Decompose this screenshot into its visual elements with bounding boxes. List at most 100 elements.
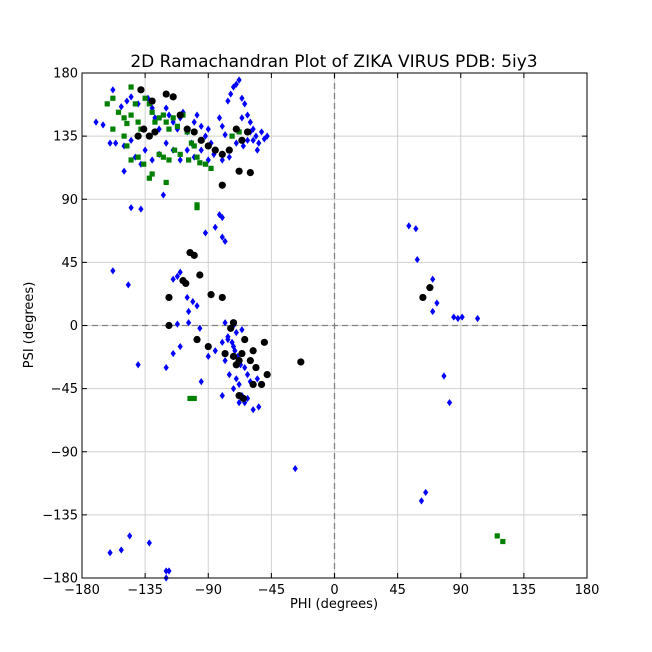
data-point-diamond <box>127 532 133 540</box>
x-tick-label: −45 <box>258 583 285 598</box>
y-tick-label: 180 <box>53 67 78 82</box>
data-point-circle <box>246 168 254 177</box>
data-point-circle <box>165 293 173 302</box>
data-point-circle <box>137 86 145 94</box>
data-point-square <box>188 140 195 146</box>
data-point-circle <box>257 380 266 389</box>
data-point-circle <box>196 271 204 279</box>
data-point-diamond <box>166 567 172 575</box>
data-point-diamond <box>186 319 192 327</box>
data-point-diamond <box>149 156 155 164</box>
data-point-square <box>229 133 235 139</box>
data-point-square <box>141 161 147 167</box>
data-point-circle <box>145 132 153 140</box>
data-point-circle <box>419 293 427 302</box>
data-point-circle <box>218 181 226 189</box>
data-point-diamond <box>184 146 190 154</box>
data-point-square <box>104 101 110 107</box>
data-point-diamond <box>256 403 262 411</box>
y-tick-label: −180 <box>42 572 78 587</box>
data-point-diamond <box>239 114 245 122</box>
data-point-square <box>142 95 148 101</box>
data-point-diamond <box>228 90 234 98</box>
data-point-diamond <box>163 363 169 372</box>
data-point-diamond <box>219 392 225 400</box>
data-point-diamond <box>242 100 248 108</box>
data-point-diamond <box>219 338 225 346</box>
data-point-diamond <box>459 313 465 321</box>
data-point-diamond <box>222 131 228 139</box>
data-point-diamond <box>430 307 436 316</box>
data-point-diamond <box>222 237 228 245</box>
data-point-diamond <box>264 132 270 140</box>
chart-title: 2D Ramachandran Plot of ZIKA VIRUS PDB: … <box>130 52 537 72</box>
data-point-diamond <box>202 229 209 237</box>
data-point-circle <box>297 358 305 366</box>
data-point-diamond <box>128 136 134 144</box>
data-point-diamond <box>194 111 200 119</box>
data-point-circle <box>235 167 243 175</box>
data-point-diamond <box>124 97 130 105</box>
data-point-diamond <box>244 111 251 119</box>
data-point-diamond <box>261 135 267 143</box>
data-point-circle <box>218 293 226 302</box>
data-point-diamond <box>190 298 196 306</box>
data-point-diamond <box>107 549 113 557</box>
data-point-diamond <box>170 349 176 358</box>
data-point-diamond <box>128 204 134 212</box>
data-point-circle <box>227 324 235 332</box>
data-point-circle <box>238 349 246 358</box>
data-point-diamond <box>242 363 248 372</box>
data-point-diamond <box>121 167 127 175</box>
data-point-square <box>115 109 122 115</box>
data-point-diamond <box>441 372 447 380</box>
y-tick-label: 0 <box>70 319 78 334</box>
data-point-diamond <box>186 307 192 316</box>
data-point-circle <box>229 352 238 360</box>
data-point-diamond <box>239 94 245 102</box>
data-point-circle <box>193 335 201 344</box>
data-point-diamond <box>177 156 183 164</box>
data-point-square <box>124 120 130 127</box>
data-point-diamond <box>253 132 259 140</box>
data-point-diamond <box>163 567 169 575</box>
data-point-circle <box>211 146 219 154</box>
data-point-circle <box>183 125 191 133</box>
data-points <box>93 76 506 582</box>
data-point-square <box>149 109 155 115</box>
data-point-diamond <box>198 378 204 386</box>
data-point-diamond <box>212 347 218 355</box>
data-point-square <box>124 143 130 149</box>
data-point-circle <box>260 338 268 346</box>
y-tick-label: −90 <box>51 445 78 460</box>
data-point-circle <box>140 125 148 133</box>
y-tick-label: −135 <box>42 508 78 523</box>
data-point-diamond <box>258 128 265 136</box>
data-point-square <box>163 179 169 186</box>
data-point-diamond <box>434 299 440 307</box>
data-point-diamond <box>233 80 239 88</box>
data-point-diamond <box>236 399 242 407</box>
data-point-square <box>146 101 152 107</box>
data-point-square <box>171 147 178 153</box>
data-point-circle <box>243 128 252 136</box>
data-point-circle <box>207 291 215 299</box>
data-point-diamond <box>174 320 180 328</box>
data-point-square <box>174 123 180 129</box>
y-tick-label: 45 <box>61 256 78 271</box>
data-point-square <box>194 205 200 211</box>
data-point-square <box>177 151 183 157</box>
data-point-circle <box>232 361 240 369</box>
data-point-diamond <box>292 464 298 473</box>
data-point-circle <box>151 128 159 136</box>
data-point-square <box>208 165 214 171</box>
data-point-diamond <box>226 370 232 379</box>
data-point-diamond <box>222 356 228 365</box>
data-point-diamond <box>118 103 124 111</box>
data-point-circle <box>241 335 249 344</box>
axis-ticks: −180 −135 −90 −45 0 45 90 135 180 −180 −135 −90 −45 0… <box>42 67 599 599</box>
data-point-square <box>128 112 134 118</box>
data-point-square <box>194 154 200 160</box>
data-point-diamond <box>174 272 180 281</box>
data-point-diamond <box>198 146 204 154</box>
